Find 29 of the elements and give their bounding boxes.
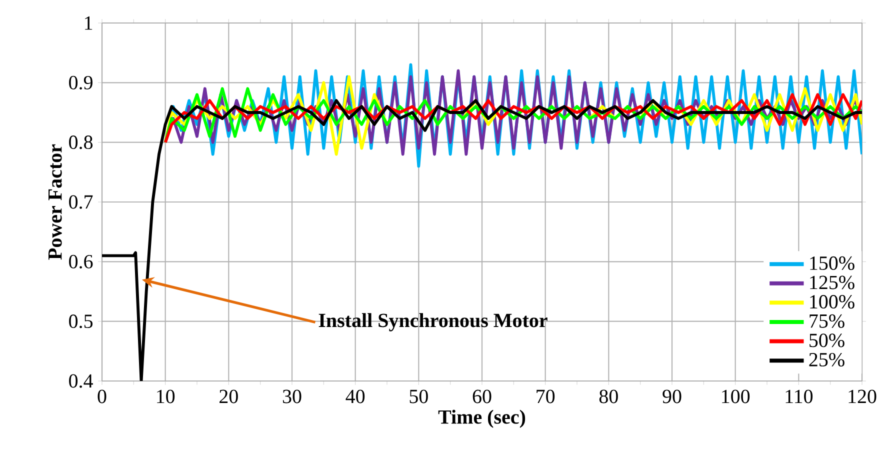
x-tick-label: 70 (536, 390, 555, 404)
legend-label: 25% (809, 352, 844, 367)
x-tick-label: 60 (472, 390, 492, 404)
x-tick-label: 90 (662, 390, 682, 404)
x-tick-label: 50 (410, 390, 428, 404)
x-tick-label: 20 (220, 390, 238, 404)
legend-label: 50% (810, 334, 844, 348)
legend-label: 125% (810, 276, 854, 290)
x-tick-label: 120 (848, 390, 876, 404)
x-tick-label: 80 (599, 390, 618, 404)
y-tick-label: 1 (85, 16, 92, 30)
x-tick-label: 100 (722, 390, 750, 404)
y-tick-label: 0.6 (69, 254, 93, 268)
x-tick-label: 10 (157, 390, 175, 404)
y-tick-label: 0.5 (69, 314, 93, 328)
annotation: Install Synchronous Motor (318, 313, 548, 332)
x-tick-label: 30 (282, 390, 302, 404)
legend-label: 75% (810, 314, 844, 328)
legend-label: 150% (810, 256, 854, 270)
x-tick-label: 0 (98, 390, 106, 404)
x-tick-label: 40 (346, 390, 365, 404)
y-tick-label: 0.8 (69, 136, 93, 150)
legend-label: 100% (810, 295, 854, 309)
y-tick-label: 0.7 (69, 195, 93, 209)
y-tick-label: 0.9 (69, 76, 92, 90)
x-axis-title: Time (sec) (438, 410, 526, 428)
y-tick-label: 0.4 (69, 374, 93, 388)
y-axis-title: Power Factor (48, 144, 62, 260)
x-tick-label: 110 (786, 390, 813, 404)
